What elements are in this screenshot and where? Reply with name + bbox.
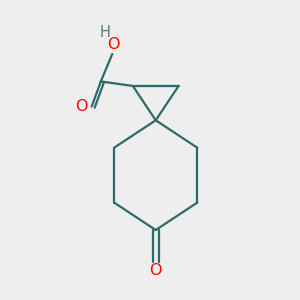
Text: H: H	[100, 25, 111, 40]
Text: O: O	[149, 262, 162, 278]
Text: O: O	[107, 37, 120, 52]
Text: O: O	[75, 99, 88, 114]
